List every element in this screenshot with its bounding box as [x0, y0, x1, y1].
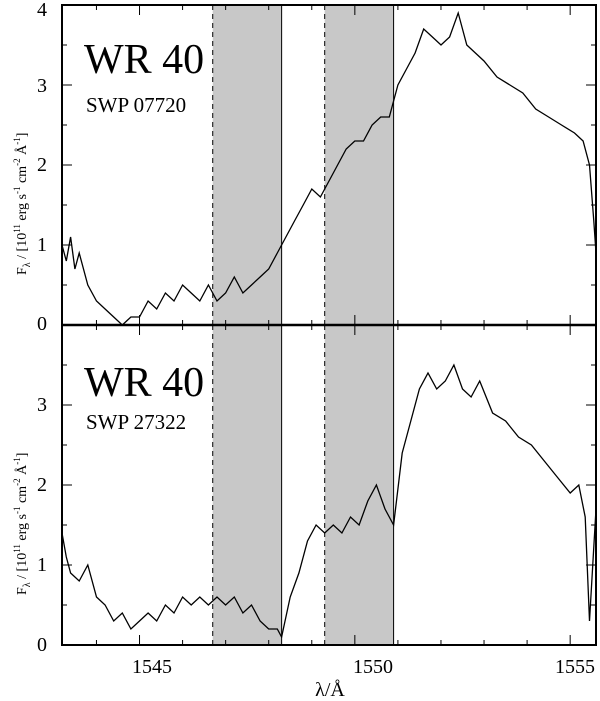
top-y-axis-label: Fλ / [1011 erg s-1 cm-2 Å-1] — [12, 133, 33, 275]
top-ytick-1: 1 — [37, 234, 47, 256]
bottom-ytick-1: 1 — [37, 554, 47, 576]
top-ytick-4: 4 — [37, 0, 47, 21]
top-ytick-3: 3 — [37, 75, 47, 97]
bottom-xtick-1: 1550 — [353, 656, 393, 678]
bottom-spectrum-line — [61, 363, 597, 639]
top-panel: WR 40 SWP 07720 0 1 2 3 4 Fλ / [1011 erg… — [12, 0, 597, 335]
bottom-ytick-0: 0 — [37, 634, 47, 656]
top-star-name: WR 40 — [84, 37, 204, 83]
bottom-ytick-2: 2 — [37, 474, 47, 496]
tick-marks — [62, 4, 596, 646]
top-shaded-band-1 — [212, 5, 282, 325]
bottom-panel: WR 40 SWP 27322 0 1 2 3 Fλ / [1011 erg s… — [12, 325, 597, 701]
top-ytick-2: 2 — [37, 154, 47, 176]
top-spectrum-line — [61, 10, 597, 326]
bottom-y-axis-label: Fλ / [1011 erg s-1 cm-2 Å-1] — [12, 453, 33, 595]
top-shaded-band-2 — [324, 5, 394, 325]
bottom-star-name: WR 40 — [84, 360, 204, 406]
bottom-shaded-band-2 — [324, 325, 394, 645]
bottom-shaded-band-1 — [212, 325, 282, 645]
top-ytick-0: 0 — [37, 313, 47, 335]
bottom-xtick-2: 1555 — [555, 656, 595, 678]
axes-frames — [61, 4, 597, 646]
bottom-ytick-3: 3 — [37, 394, 47, 416]
bottom-xtick-0: 1545 — [132, 656, 172, 678]
x-axis-label: λ/Å — [315, 679, 345, 701]
bottom-observation-id: SWP 27322 — [86, 410, 186, 434]
top-observation-id: SWP 07720 — [86, 93, 186, 117]
